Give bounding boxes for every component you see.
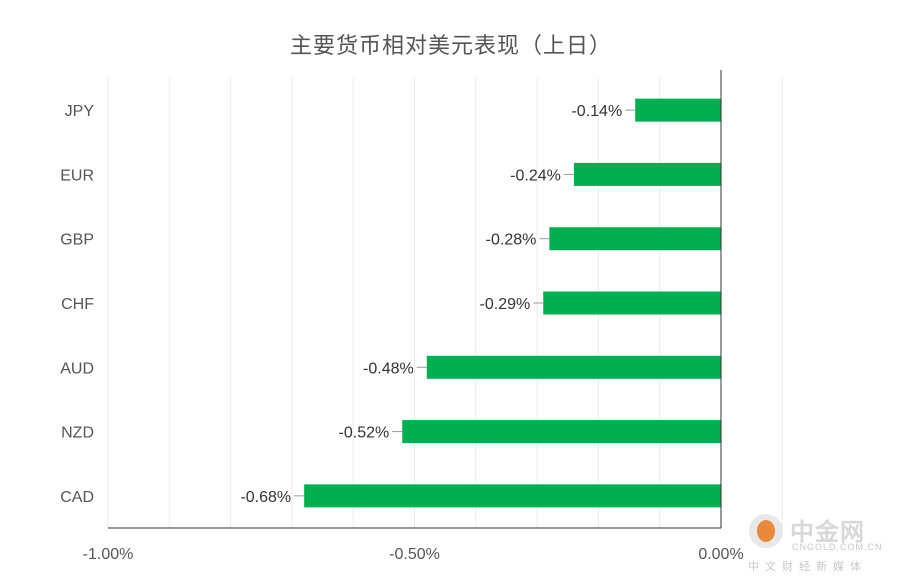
x-tick-label: -1.00% [83, 546, 134, 563]
tick-labels: -1.00% -0.50% 0.00% [83, 546, 744, 563]
category-label-aud: AUD [60, 360, 94, 377]
data-labels: -0.14% -0.24% -0.28% -0.29% -0.48% -0.52% -0.6… [240, 103, 636, 506]
logo-tagline: 中文财经新媒体 [748, 560, 867, 573]
category-label-gbp: GBP [60, 232, 94, 249]
bar-gbp [549, 227, 721, 251]
watermark-logo: 中金网 CNGOLD.COM.CN 中文财经新媒体 [746, 512, 896, 580]
logo-icon [749, 514, 783, 548]
category-label-cad: CAD [60, 489, 94, 506]
data-label-eur: -0.24% [510, 167, 561, 184]
axes [108, 70, 722, 529]
chart-title: 主要货币相对美元表现（上日） [289, 34, 612, 59]
bars [304, 98, 721, 508]
category-label-jpy: JPY [65, 103, 95, 120]
data-label-jpy: -0.14% [571, 103, 622, 120]
bar-aud [426, 355, 721, 379]
category-label-nzd: NZD [61, 425, 94, 442]
x-tick-label: 0.00% [698, 546, 743, 563]
category-labels: JPY EUR GBP CHF AUD NZD CAD [60, 103, 94, 506]
category-label-eur: EUR [60, 167, 94, 184]
data-label-nzd: -0.52% [339, 425, 390, 442]
bar-chf [543, 291, 721, 315]
data-label-chf: -0.29% [480, 296, 531, 313]
bar-cad [304, 484, 721, 508]
data-label-aud: -0.48% [363, 360, 414, 377]
category-label-chf: CHF [61, 296, 94, 313]
bar-nzd [402, 420, 721, 444]
bar-eur [573, 162, 721, 186]
logo-name: 中金网 [790, 518, 865, 546]
data-label-gbp: -0.28% [486, 232, 537, 249]
logo-domain: CNGOLD.COM.CN [792, 542, 883, 552]
data-label-cad: -0.68% [240, 489, 291, 506]
x-tick-label: -0.50% [389, 546, 440, 563]
bar-jpy [635, 98, 721, 122]
